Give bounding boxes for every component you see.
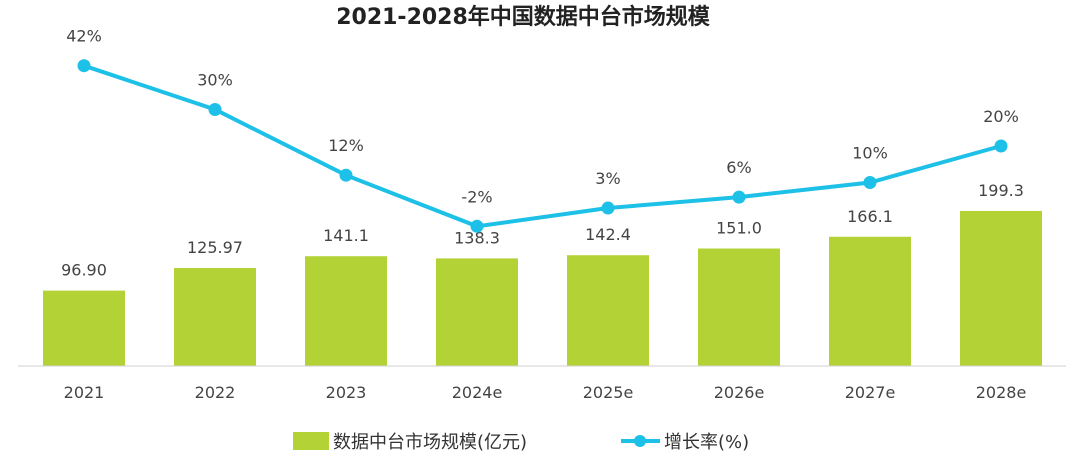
x-tick-label: 2023 [326,383,367,402]
line-value-label: 12% [328,136,364,155]
x-tick-label: 2025e [583,383,634,402]
bar [43,290,125,366]
line-value-label: 20% [983,107,1019,126]
x-tick-label: 2024e [452,383,503,402]
bar [174,267,256,366]
line-point [470,219,484,233]
line-point [994,139,1008,153]
bar-value-label: 125.97 [187,238,243,257]
legend: 数据中台市场规模(亿元) 增长率(%) [293,432,749,453]
bar-value-label: 166.1 [847,207,893,226]
line-point [863,176,877,189]
line-value-label: 10% [852,144,888,163]
x-tick-label: 2026e [714,383,765,402]
line-value-label: -2% [461,187,492,206]
line-point [339,168,353,182]
legend-line-label: 增长率(%) [664,432,749,453]
line-value-label: 42% [66,27,102,46]
x-tick-label: 2021 [64,383,105,402]
x-tick-label: 2027e [845,383,896,402]
bar-value-label: 96.90 [61,261,107,280]
line-value-label: 6% [726,158,751,177]
legend-bar-label: 数据中台市场规模(亿元) [333,432,527,453]
bar-value-label: 151.0 [716,219,762,238]
line-value-label: 30% [197,71,233,90]
chart-title: 2021-2028年中国数据中台市场规模 [336,4,711,30]
legend-line-marker [634,435,646,447]
line-point [732,190,746,204]
bar [436,258,518,366]
legend-bar-swatch [293,432,329,450]
bar-value-label: 138.3 [454,228,500,247]
x-tick-label: 2028e [976,383,1027,402]
bar-value-label: 142.4 [585,225,631,244]
bar [698,248,780,366]
line-value-label: 3% [595,169,620,188]
bar-value-label: 199.3 [978,181,1024,200]
line-point [601,201,615,215]
line-point [208,103,222,116]
bar [829,236,911,366]
bar [960,210,1042,366]
bar [305,256,387,366]
line-point [77,59,91,73]
growth-rate-line [83,63,1002,229]
bar [567,255,649,366]
bar-value-label: 141.1 [323,226,369,245]
x-tick-label: 2022 [195,383,236,402]
